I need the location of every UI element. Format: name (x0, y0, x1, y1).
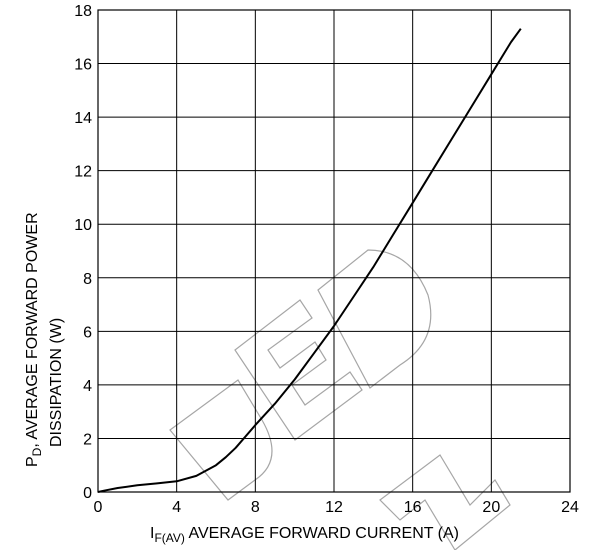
y-axis-label-main: P (24, 456, 41, 467)
x-tick-label: 12 (325, 499, 343, 516)
x-tick-label: 24 (561, 499, 579, 516)
x-tick-label: 16 (404, 499, 422, 516)
plot-frame (97, 9, 571, 493)
watermark (169, 249, 511, 550)
y-axis-label-line2: DISSIPATION (W) (48, 318, 65, 447)
y-axis-label-sub: D (30, 447, 44, 456)
y-tick-label: 10 (74, 217, 92, 234)
x-axis-label-main: I (150, 525, 154, 542)
x-axis-label-rest: AVERAGE FORWARD CURRENT (A) (185, 525, 459, 542)
x-axis-label: IF(AV) AVERAGE FORWARD CURRENT (A) (150, 525, 459, 545)
x-axis-label-sub: F(AV) (154, 531, 184, 545)
y-axis-label-rest: , AVERAGE FORWARD POWER (24, 212, 41, 447)
y-axis-label: PD, AVERAGE FORWARD POWER DISSIPATION (W… (24, 212, 65, 467)
y-tick-label: 0 (83, 485, 92, 502)
x-tick-label: 4 (172, 499, 181, 516)
y-tick-label: 18 (74, 3, 92, 20)
power-dissipation-curve (97, 28, 522, 493)
grid-lines (97, 9, 571, 493)
y-tick-label: 6 (83, 324, 92, 341)
svg-text:PD, AVERAGE FORWARD POWER: PD, AVERAGE FORWARD POWER (24, 212, 44, 467)
y-tick-label: 16 (74, 57, 92, 74)
y-tick-label: 4 (83, 378, 92, 395)
x-tick-label: 8 (251, 499, 260, 516)
y-tick-label: 2 (83, 431, 92, 448)
y-tick-label: 8 (83, 271, 92, 288)
y-tick-label: 14 (74, 110, 92, 127)
x-tick-label: 0 (94, 499, 103, 516)
y-tick-label: 12 (74, 164, 92, 181)
x-tick-label: 20 (482, 499, 500, 516)
